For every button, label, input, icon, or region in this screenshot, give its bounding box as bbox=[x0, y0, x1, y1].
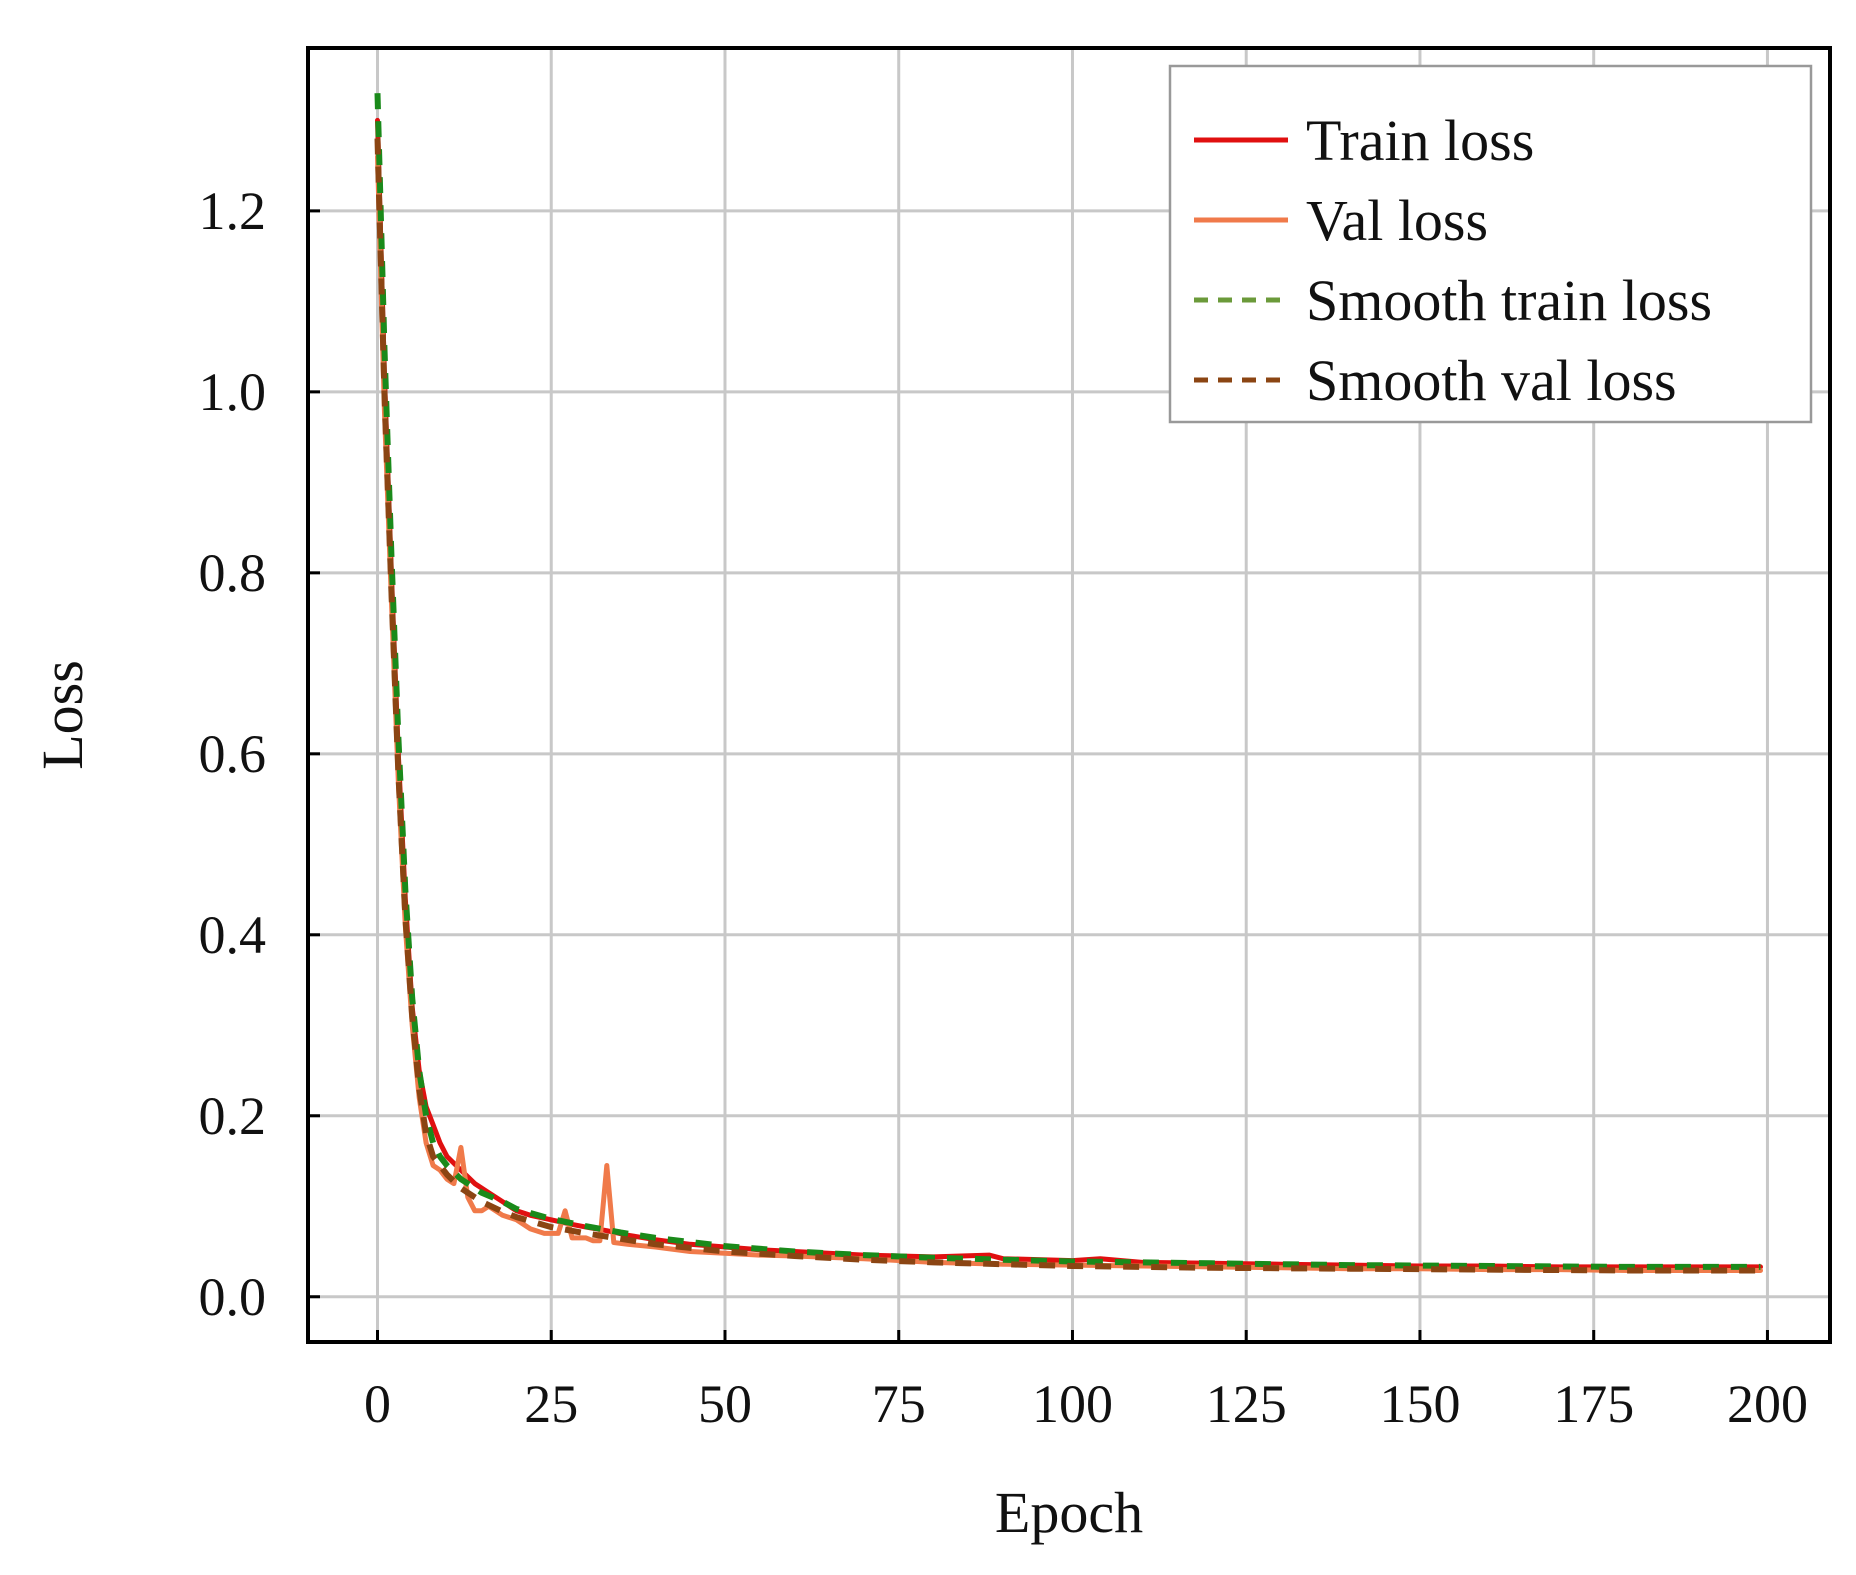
x-tick-label: 125 bbox=[1206, 1374, 1287, 1434]
x-axis-title: Epoch bbox=[995, 1480, 1143, 1545]
x-tick-label: 75 bbox=[872, 1374, 926, 1434]
legend-label: Val loss bbox=[1306, 188, 1488, 253]
legend-label: Smooth train loss bbox=[1306, 268, 1712, 333]
y-tick-label: 0.0 bbox=[199, 1267, 267, 1327]
series-line-smooth-train-loss bbox=[374, 93, 1761, 1270]
y-tick-label: 0.8 bbox=[199, 543, 267, 603]
plot-frame bbox=[306, 46, 1832, 1344]
series-line-smooth-val-loss bbox=[374, 138, 1761, 1274]
x-tick-label: 150 bbox=[1379, 1374, 1460, 1434]
legend-label: Smooth val loss bbox=[1306, 348, 1677, 413]
x-tick-label: 175 bbox=[1553, 1374, 1634, 1434]
legend-label: Train loss bbox=[1306, 108, 1534, 173]
legend-box bbox=[1168, 64, 1813, 424]
y-tick-label: 1.2 bbox=[199, 181, 267, 241]
y-tick-label: 0.4 bbox=[199, 905, 267, 965]
x-tick-label: 100 bbox=[1032, 1374, 1113, 1434]
tick-layer: 0 25 50 75 100 125 150 175 200 0.0 0.2 0.4 0.6 0.8 1.0… bbox=[199, 181, 1808, 1434]
x-tick-label: 25 bbox=[524, 1374, 578, 1434]
y-tick-label: 0.2 bbox=[199, 1086, 267, 1146]
y-axis-title: Loss bbox=[30, 660, 95, 770]
x-tick-label: 50 bbox=[698, 1374, 752, 1434]
x-tick-label: 200 bbox=[1727, 1374, 1808, 1434]
y-tick-label: 0.6 bbox=[199, 724, 267, 784]
x-tick-label: 0 bbox=[364, 1374, 391, 1434]
series-layer bbox=[374, 93, 1763, 1274]
legend: Train loss Val loss Smooth train loss Smoot… bbox=[1168, 64, 1813, 424]
y-tick-label: 1.0 bbox=[199, 362, 267, 422]
